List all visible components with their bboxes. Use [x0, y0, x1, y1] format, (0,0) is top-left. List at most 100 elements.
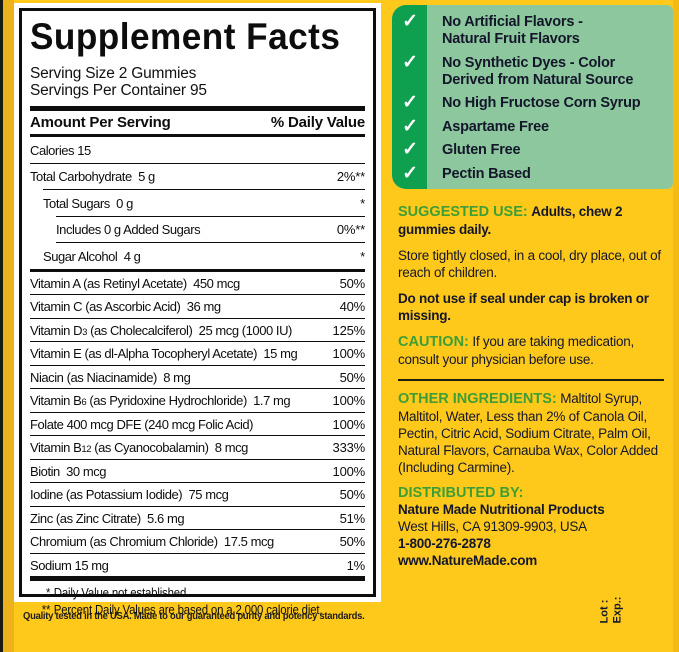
nutrient-daily-value: 100%	[332, 416, 366, 432]
nutrient-row: Zinc (as Zinc Citrate) 5.6 mg 51%	[30, 507, 365, 530]
supplement-facts-panel: Supplement Facts Serving Size 2 Gummies …	[14, 3, 381, 617]
row-separator	[30, 505, 365, 507]
nutrient-name: Total Carbohydrate 5 g	[30, 169, 155, 184]
nutrient-row: Total Sugars 0 g *	[43, 190, 365, 216]
footnote-line: ** Percent Daily Values are based on a 2…	[32, 602, 325, 619]
row-separator	[30, 162, 365, 164]
row-separator	[30, 317, 365, 319]
row-separator	[30, 388, 365, 389]
checkmark-icon: ✓	[402, 115, 418, 137]
other-ingredients: OTHER INGREDIENTS: Maltitol Syrup, Malti…	[398, 390, 664, 476]
checkmark-strip	[392, 5, 427, 189]
lot-exp-area: Lot : Exp.:	[598, 597, 624, 624]
serving-size: Serving Size 2 Gummies	[30, 65, 197, 82]
daily-value-header: % Daily Value	[270, 114, 365, 131]
nutrient-row: Biotin 30 mcg 100%	[30, 460, 365, 483]
nutrient-name: Biotin 30 mcg	[30, 463, 107, 479]
nutrient-daily-value: 2%**	[336, 169, 365, 184]
caution-text: If you are taking medication, consult yo…	[398, 334, 634, 367]
row-separator	[30, 458, 365, 460]
caution-heading: CAUTION:	[398, 334, 469, 350]
row-separator	[30, 341, 365, 342]
benefits-list: ✓ No Artificial Flavors - Natural Fruit Fl…	[392, 11, 673, 183]
distributed-by: DISTRIBUTED BY: Nature Made Nutritional …	[398, 485, 664, 569]
thick-divider-bottom	[30, 576, 365, 581]
nutrient-name: Vitamin B12 (as Cyanocobalamin) 8 mcg	[30, 440, 248, 455]
nutrient-name: Vitamin B6 (as Pyridoxine Hydrochloride)…	[30, 393, 291, 408]
footnote-line: * Daily Value not established.	[32, 585, 325, 602]
label-right-edge	[673, 0, 679, 652]
nutrient-name: Vitamin E (as dl-Alpha Tocopheryl Acetat…	[30, 346, 298, 361]
panel-title: Supplement Facts	[30, 16, 341, 57]
row-separator	[30, 411, 365, 413]
row-separator	[30, 294, 365, 295]
distributor-address: West Hills, CA 91309-9903, USA	[398, 519, 587, 534]
storage-instructions: Store tightly closed, in a cool, dry pla…	[398, 248, 661, 280]
nutrient-row: Calories 15	[30, 137, 365, 163]
nutrient-daily-value: 100%	[332, 463, 366, 479]
nutrient-daily-value: 50%	[339, 369, 366, 385]
nutrient-row: Vitamin B12 (as Cyanocobalamin) 8 mcg 333…	[30, 436, 365, 459]
nutrient-daily-value: 40%	[339, 299, 366, 314]
row-separator	[56, 215, 365, 217]
thick-divider	[30, 106, 365, 111]
lot-label: Lot :	[598, 599, 611, 624]
quality-note: Quality tested in the USA. Made to our g…	[23, 610, 365, 622]
checkmark-icon: ✓	[402, 139, 418, 160]
nutrient-name: Folate 400 mcg DFE (240 mcg Folic Acid)	[30, 416, 254, 432]
nutrient-row: Iodine (as Potassium Iodide) 75 mcg 50%	[30, 483, 365, 506]
nutrient-rows: Calories 15 Total Carbohydrate 5 g 2%** Tot…	[30, 137, 365, 576]
benefit-item: ✓ Gluten Free	[392, 139, 673, 160]
benefits-panel: ✓ No Artificial Flavors - Natural Fruit Fl…	[392, 5, 673, 189]
nutrient-name: Sodium 15 mg	[30, 557, 109, 573]
benefit-item: ✓ No High Fructose Corn Syrup	[392, 92, 673, 113]
footnote-text: Percent Daily Values are based on a 2,00…	[53, 601, 323, 617]
label-gold-band	[3, 0, 14, 652]
row-separator	[56, 242, 365, 243]
nutrient-name: Vitamin D3 (as Cholecalciferol) 25 mcg (…	[30, 322, 292, 338]
nutrient-daily-value: 125%	[332, 322, 366, 338]
nutrient-daily-value: 333%	[332, 440, 366, 455]
distributor-phone: 1-800-276-2878	[398, 536, 491, 551]
nutrient-name: Includes 0 g Added Sugars	[56, 222, 201, 237]
nutrient-row: Vitamin C (as Ascorbic Acid) 36 mg 40%	[30, 295, 365, 318]
footnote-mark: *	[45, 585, 51, 600]
footnote-text: Daily Value not established.	[53, 585, 190, 600]
nutrient-daily-value: 100%	[332, 346, 366, 361]
nutrient-daily-value: *	[360, 248, 365, 264]
checkmark-icon: ✓	[402, 11, 418, 32]
servings-per-container: Servings Per Container 95	[30, 82, 207, 99]
nutrient-name: Niacin (as Niacinamide) 8 mg	[30, 369, 191, 385]
suggested-use: SUGGESTED USE: Adults, chew 2 gummies da…	[398, 203, 664, 238]
distributed-by-heading: DISTRIBUTED BY:	[398, 485, 524, 501]
nutrient-daily-value: 50%	[339, 534, 366, 549]
nutrient-daily-value: 100%	[332, 393, 366, 408]
row-separator	[30, 482, 365, 483]
nutrient-row: Chromium (as Chromium Chloride) 17.5 mcg…	[30, 530, 365, 553]
nutrient-row: Vitamin D3 (as Cholecalciferol) 25 mcg (…	[30, 319, 365, 342]
benefit-item: ✓ No Synthetic Dyes - Color Derived from N…	[392, 53, 673, 89]
seal-warning: Do not use if seal under cap is broken o…	[398, 291, 649, 323]
nutrient-daily-value: *	[360, 195, 365, 211]
nutrient-name: Vitamin C (as Ascorbic Acid) 36 mg	[30, 299, 221, 314]
other-ingredients-text: Maltitol Syrup, Maltitol, Water, Less th…	[398, 391, 658, 475]
benefit-item: ✓ Pectin Based	[392, 164, 673, 183]
nutrient-row: Vitamin A (as Retinyl Acetate) 450 mcg 50…	[30, 272, 365, 295]
nutrient-row: Sugar Alcohol 4 g *	[43, 243, 365, 269]
nutrient-daily-value: 50%	[339, 275, 366, 291]
usage-info-column: SUGGESTED USE: Adults, chew 2 gummies da…	[398, 203, 664, 569]
nutrient-row: Folate 400 mcg DFE (240 mcg Folic Acid) 1…	[30, 413, 365, 436]
nutrient-name: Vitamin A (as Retinyl Acetate) 450 mcg	[30, 275, 240, 291]
distributor-website: www.NatureMade.com	[398, 553, 538, 568]
checkmark-icon: ✓	[402, 92, 418, 113]
nutrient-row: Sodium 15 mg 1%	[30, 554, 365, 577]
nutrient-name: Sugar Alcohol 4 g	[43, 248, 141, 264]
nutrient-name: Iodine (as Potassium Iodide) 75 mcg	[30, 487, 229, 502]
distributor-name: Nature Made Nutritional Products	[398, 502, 605, 517]
row-separator	[30, 529, 365, 530]
benefit-item: ✓ No Artificial Flavors - Natural Fruit Fl…	[392, 11, 673, 48]
footnotes: * Daily Value not established. ** Percen…	[30, 581, 325, 622]
row-separator	[30, 364, 365, 366]
suggested-use-heading: SUGGESTED USE:	[398, 204, 528, 220]
